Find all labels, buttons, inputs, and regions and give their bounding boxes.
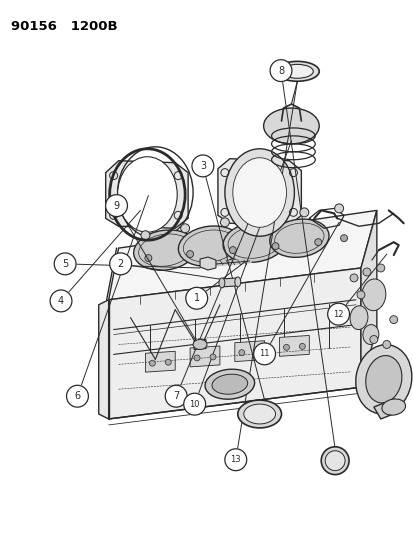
Circle shape [238, 350, 244, 356]
Ellipse shape [218, 278, 224, 288]
Circle shape [271, 243, 278, 249]
Ellipse shape [178, 226, 241, 266]
Ellipse shape [133, 230, 197, 270]
Text: 11: 11 [259, 349, 269, 358]
Circle shape [186, 251, 193, 257]
Circle shape [340, 235, 347, 241]
Circle shape [50, 290, 72, 312]
Ellipse shape [362, 325, 378, 344]
Polygon shape [373, 399, 400, 419]
Circle shape [334, 204, 343, 213]
Circle shape [224, 449, 246, 471]
Circle shape [259, 213, 268, 222]
Text: 7: 7 [173, 391, 179, 401]
Ellipse shape [204, 369, 254, 399]
Circle shape [180, 224, 189, 233]
Ellipse shape [275, 61, 318, 81]
Text: 3: 3 [199, 161, 205, 171]
Ellipse shape [211, 374, 247, 394]
Circle shape [254, 349, 260, 354]
Circle shape [209, 354, 216, 360]
Ellipse shape [237, 400, 281, 428]
Circle shape [325, 451, 344, 471]
Circle shape [183, 393, 205, 415]
Text: 12: 12 [332, 310, 343, 319]
Text: 90156   1200B: 90156 1200B [11, 20, 118, 33]
Text: 5: 5 [62, 259, 68, 269]
Circle shape [299, 343, 305, 349]
Circle shape [54, 253, 76, 275]
Polygon shape [221, 278, 237, 287]
Circle shape [382, 341, 390, 349]
Ellipse shape [263, 108, 318, 144]
Text: 6: 6 [74, 391, 81, 401]
Ellipse shape [349, 306, 367, 329]
Circle shape [299, 208, 308, 217]
Circle shape [140, 231, 150, 240]
Ellipse shape [232, 158, 286, 227]
Circle shape [149, 360, 155, 366]
Circle shape [165, 385, 187, 407]
Circle shape [165, 359, 171, 365]
Polygon shape [279, 335, 309, 356]
Circle shape [320, 447, 348, 474]
Ellipse shape [355, 345, 411, 414]
Ellipse shape [365, 356, 401, 403]
Polygon shape [105, 161, 188, 228]
Circle shape [389, 316, 397, 324]
Circle shape [314, 239, 321, 246]
Circle shape [362, 268, 370, 276]
Polygon shape [234, 341, 264, 361]
Text: 10: 10 [189, 400, 199, 409]
Text: 13: 13 [230, 455, 240, 464]
Polygon shape [360, 211, 376, 387]
Circle shape [376, 264, 384, 272]
Text: 1: 1 [193, 293, 199, 303]
Text: 2: 2 [117, 259, 123, 269]
Polygon shape [217, 159, 301, 225]
Ellipse shape [243, 404, 275, 424]
Circle shape [253, 343, 275, 365]
Circle shape [349, 274, 357, 282]
Polygon shape [190, 346, 219, 367]
Ellipse shape [223, 222, 285, 262]
Ellipse shape [192, 340, 206, 350]
Circle shape [109, 253, 131, 275]
Ellipse shape [381, 399, 405, 415]
Circle shape [269, 60, 291, 82]
Circle shape [327, 303, 349, 325]
Text: 4: 4 [58, 296, 64, 306]
Ellipse shape [117, 157, 177, 232]
Polygon shape [108, 268, 360, 419]
Circle shape [194, 355, 199, 361]
Ellipse shape [281, 64, 313, 78]
Polygon shape [145, 351, 175, 372]
Circle shape [220, 218, 229, 227]
Circle shape [369, 336, 377, 343]
Text: 8: 8 [277, 66, 283, 76]
Circle shape [105, 195, 127, 216]
Circle shape [185, 287, 207, 309]
Ellipse shape [361, 279, 385, 311]
Ellipse shape [224, 149, 294, 236]
Polygon shape [199, 257, 216, 270]
Circle shape [66, 385, 88, 407]
Circle shape [356, 291, 364, 299]
Polygon shape [108, 211, 376, 300]
Text: 9: 9 [113, 200, 119, 211]
Circle shape [192, 155, 213, 177]
Polygon shape [194, 340, 206, 350]
Circle shape [229, 247, 236, 254]
Ellipse shape [269, 219, 328, 257]
Polygon shape [98, 300, 108, 419]
Circle shape [283, 344, 289, 350]
Ellipse shape [234, 277, 240, 287]
Circle shape [145, 255, 152, 262]
